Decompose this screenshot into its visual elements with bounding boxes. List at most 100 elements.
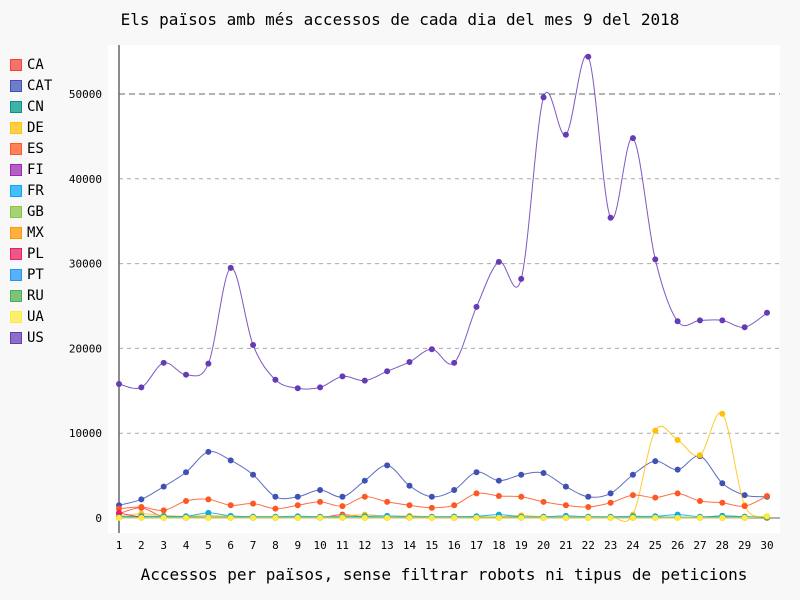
data-point-ua bbox=[696, 514, 703, 521]
data-point-fr bbox=[205, 509, 212, 516]
data-point-us bbox=[518, 275, 525, 282]
data-point-ua bbox=[339, 514, 346, 521]
legend-item-pl[interactable]: PL bbox=[10, 243, 52, 264]
legend-swatch bbox=[10, 247, 22, 260]
data-point-de bbox=[719, 410, 726, 417]
data-point-cat bbox=[205, 448, 212, 455]
legend-swatch bbox=[10, 226, 22, 239]
data-point-cat bbox=[317, 487, 324, 494]
data-point-es bbox=[384, 498, 391, 505]
data-point-us bbox=[428, 346, 435, 353]
legend-item-fr[interactable]: FR bbox=[10, 180, 52, 201]
data-point-ua bbox=[652, 514, 659, 521]
data-point-us bbox=[116, 381, 122, 388]
data-point-cat bbox=[227, 457, 234, 464]
plot-background bbox=[108, 45, 780, 533]
legend-label: DE bbox=[27, 119, 44, 136]
legend-item-gb[interactable]: GB bbox=[10, 201, 52, 222]
data-point-us bbox=[406, 358, 413, 365]
y-tick-label: 20000 bbox=[69, 342, 102, 355]
data-point-ua bbox=[294, 514, 301, 521]
legend-label: UA bbox=[27, 308, 44, 325]
x-tick-label: 14 bbox=[403, 539, 417, 552]
data-point-ua bbox=[116, 514, 122, 521]
x-tick-label: 28 bbox=[716, 539, 729, 552]
legend-item-cat[interactable]: CAT bbox=[10, 75, 52, 96]
data-point-us bbox=[272, 376, 279, 383]
data-point-ua bbox=[183, 514, 190, 521]
data-point-us bbox=[585, 53, 592, 60]
legend-label: FR bbox=[27, 182, 44, 199]
x-tick-label: 18 bbox=[492, 539, 505, 552]
data-point-us bbox=[160, 359, 167, 366]
legend-swatch bbox=[10, 58, 22, 71]
data-point-ua bbox=[607, 514, 614, 521]
data-point-us bbox=[227, 264, 234, 271]
data-point-es bbox=[518, 493, 525, 500]
data-point-ua bbox=[227, 514, 234, 521]
data-point-ua bbox=[585, 514, 592, 521]
legend-swatch bbox=[10, 184, 22, 197]
legend-item-us[interactable]: US bbox=[10, 327, 52, 348]
legend-item-de[interactable]: DE bbox=[10, 117, 52, 138]
legend-item-mx[interactable]: MX bbox=[10, 222, 52, 243]
legend-item-ca[interactable]: CA bbox=[10, 54, 52, 75]
data-point-ua bbox=[451, 514, 458, 521]
legend-swatch bbox=[10, 100, 22, 113]
legend-item-ua[interactable]: UA bbox=[10, 306, 52, 327]
data-point-us bbox=[361, 377, 368, 384]
x-tick-label: 29 bbox=[738, 539, 751, 552]
data-point-us bbox=[764, 309, 770, 316]
data-point-us bbox=[451, 359, 458, 366]
y-tick-label: 40000 bbox=[69, 173, 102, 186]
legend-item-pt[interactable]: PT bbox=[10, 264, 52, 285]
data-point-cat bbox=[138, 496, 145, 503]
data-point-es bbox=[227, 502, 234, 509]
data-point-es bbox=[294, 502, 301, 509]
data-point-ua bbox=[205, 514, 212, 521]
data-point-us bbox=[607, 214, 614, 221]
chart-title: Els països amb més accessos de cada dia … bbox=[120, 10, 680, 29]
data-point-es bbox=[674, 490, 681, 497]
data-point-ua bbox=[562, 514, 569, 521]
x-tick-label: 26 bbox=[671, 539, 684, 552]
data-point-es bbox=[741, 503, 748, 510]
data-point-es bbox=[116, 505, 122, 512]
data-point-us bbox=[317, 384, 324, 391]
legend-label: MX bbox=[27, 224, 44, 241]
data-point-ua bbox=[495, 514, 502, 521]
data-point-ua bbox=[540, 514, 547, 521]
data-point-cat bbox=[272, 493, 279, 500]
data-point-us bbox=[339, 373, 346, 380]
legend-item-es[interactable]: ES bbox=[10, 138, 52, 159]
data-point-es bbox=[562, 502, 569, 509]
x-tick-label: 27 bbox=[693, 539, 706, 552]
legend-item-ru[interactable]: RU bbox=[10, 285, 52, 306]
data-point-us bbox=[384, 368, 391, 375]
legend-item-cn[interactable]: CN bbox=[10, 96, 52, 117]
data-point-ua bbox=[764, 513, 770, 520]
data-point-es bbox=[205, 496, 212, 503]
data-point-cat bbox=[250, 471, 257, 478]
data-point-cat bbox=[451, 487, 458, 494]
data-point-es bbox=[607, 499, 614, 506]
legend-label: CAT bbox=[27, 77, 53, 94]
data-point-us bbox=[473, 303, 480, 310]
x-tick-label: 30 bbox=[760, 539, 773, 552]
data-point-cat bbox=[607, 490, 614, 497]
x-tick-label: 10 bbox=[313, 539, 326, 552]
legend-item-fi[interactable]: FI bbox=[10, 159, 52, 180]
data-point-us bbox=[629, 135, 636, 142]
data-point-us bbox=[205, 360, 212, 367]
x-tick-label: 1 bbox=[116, 539, 123, 552]
data-point-es bbox=[585, 503, 592, 510]
x-tick-label: 4 bbox=[183, 539, 190, 552]
x-tick-label: 12 bbox=[358, 539, 371, 552]
data-point-cat bbox=[652, 458, 659, 465]
x-tick-label: 15 bbox=[425, 539, 438, 552]
data-point-es bbox=[451, 502, 458, 509]
data-point-cat bbox=[473, 469, 480, 476]
data-point-ua bbox=[629, 514, 636, 521]
data-point-es bbox=[250, 500, 257, 507]
legend-swatch bbox=[10, 268, 22, 281]
